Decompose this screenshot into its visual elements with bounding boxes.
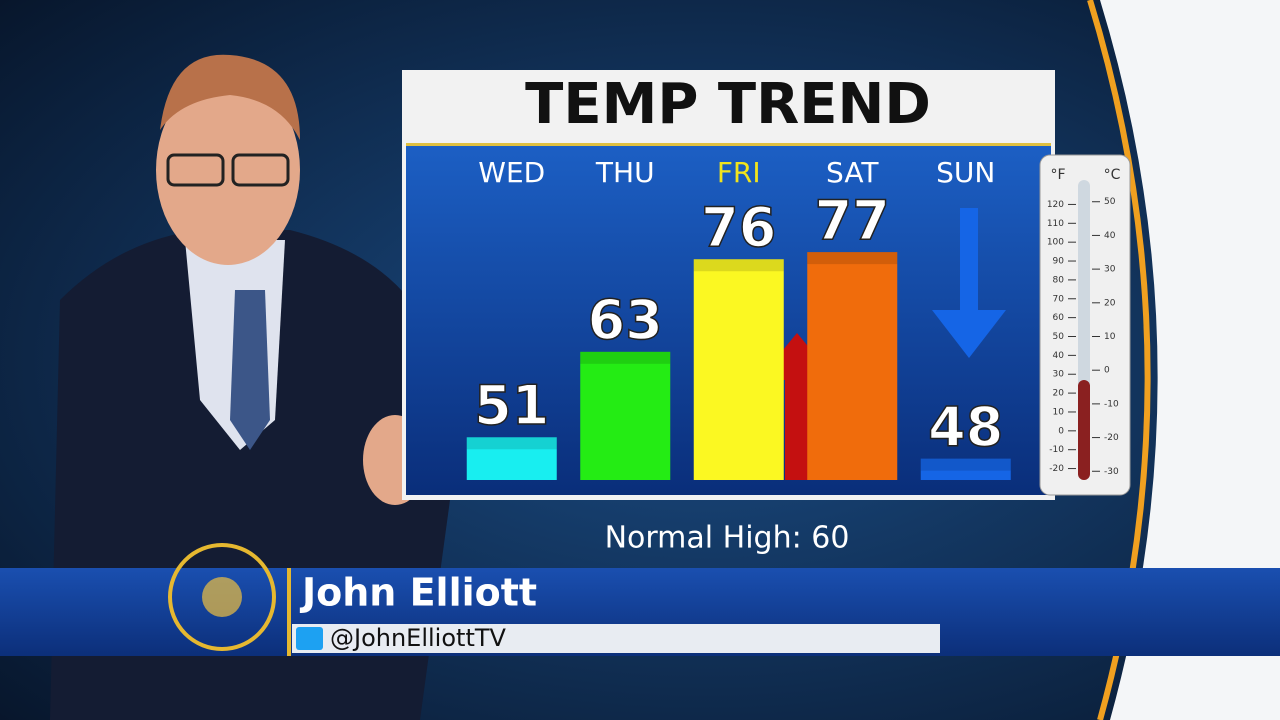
value-label: 51	[474, 374, 549, 437]
bar	[807, 252, 898, 480]
normal-high-note: Normal High: 60	[605, 521, 850, 556]
f-tick-label: 30	[1053, 370, 1065, 380]
f-tick-label: 110	[1047, 219, 1064, 229]
f-tick-label: 60	[1053, 313, 1065, 323]
handle-bar	[292, 624, 940, 653]
down-arrow	[932, 208, 1006, 358]
bar	[466, 437, 557, 480]
f-tick-label: 40	[1053, 351, 1065, 361]
day-label: FRI	[717, 156, 761, 189]
f-tick-label: 50	[1053, 332, 1065, 342]
white-swoosh	[1100, 0, 1280, 720]
c-tick-label: 20	[1104, 298, 1116, 308]
c-tick-label: 0	[1104, 366, 1110, 376]
bar-cap	[580, 351, 671, 364]
value-label: 77	[815, 189, 890, 252]
day-label: SUN	[936, 156, 995, 189]
f-tick-label: -10	[1049, 445, 1064, 455]
bar-cap	[920, 458, 1011, 471]
c-tick-label: -20	[1104, 433, 1119, 443]
value-label: 63	[588, 288, 663, 351]
day-label: SAT	[826, 156, 879, 189]
f-tick-label: 0	[1058, 426, 1064, 436]
bar-cap	[807, 252, 898, 265]
day-label: WED	[478, 156, 545, 189]
f-tick-label: 10	[1053, 407, 1065, 417]
f-tick-label: 80	[1053, 275, 1065, 285]
c-label: °C	[1104, 167, 1121, 183]
logo-ring	[168, 543, 276, 651]
c-tick-label: 10	[1104, 332, 1116, 342]
f-tick-label: 70	[1053, 294, 1065, 304]
logo-core	[202, 577, 242, 617]
c-tick-label: 50	[1104, 197, 1116, 207]
value-label: 76	[701, 196, 776, 259]
f-tick-label: -20	[1049, 464, 1064, 474]
divider	[406, 143, 1051, 146]
thermometer: °F °C 1201101009080706050403020100-10-20…	[1039, 154, 1131, 496]
presenter-name: John Elliott	[299, 571, 537, 615]
chart-title: TEMP TREND	[525, 72, 931, 137]
day-label: THU	[595, 156, 655, 189]
c-tick-label: -10	[1104, 399, 1119, 409]
f-tick-label: 90	[1053, 257, 1065, 267]
f-tick-label: 100	[1047, 238, 1064, 248]
lower-third-divider	[287, 568, 291, 656]
f-tick-label: 20	[1053, 389, 1065, 399]
bar	[920, 458, 1011, 480]
c-tick-label: 40	[1104, 231, 1116, 241]
bar	[693, 259, 784, 480]
c-tick-label: 30	[1104, 265, 1116, 275]
thermometer-mercury	[1078, 380, 1090, 480]
value-label: 48	[928, 395, 1003, 458]
bar-cap	[466, 437, 557, 450]
twitter-icon	[296, 627, 323, 650]
bar	[580, 351, 671, 480]
c-tick-label: -30	[1104, 467, 1119, 477]
f-label: °F	[1050, 167, 1065, 183]
twitter-handle: @JohnElliottTV	[330, 624, 507, 652]
bar-cap	[693, 259, 784, 272]
f-tick-label: 120	[1047, 200, 1064, 210]
